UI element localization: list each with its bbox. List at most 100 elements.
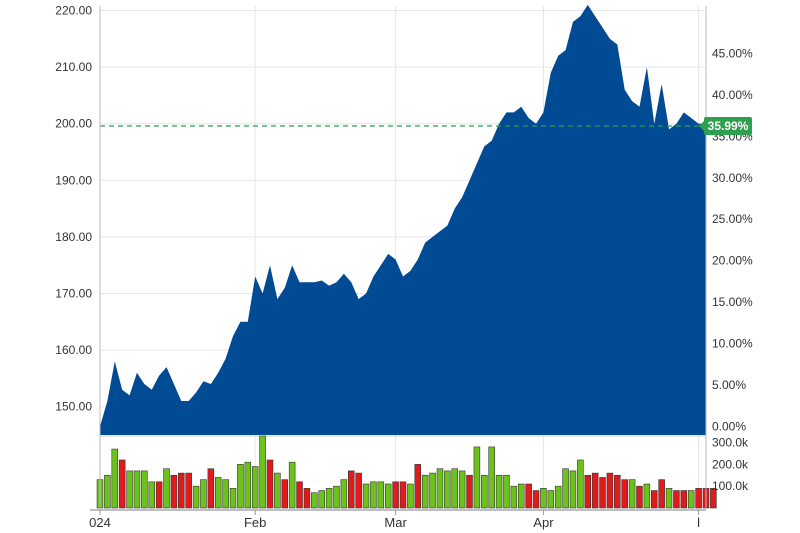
volume-bar (584, 474, 592, 509)
volume-bar (266, 459, 274, 509)
volume-bar (111, 448, 119, 509)
volume-bar (628, 479, 636, 509)
return-tick-label: 15.00% (712, 295, 753, 309)
volume-bar (421, 474, 429, 509)
volume-bar (599, 477, 606, 509)
return-tick-label: 5.00% (712, 378, 746, 392)
volume-bar (562, 468, 569, 509)
volume-bar (126, 470, 133, 509)
volume-bar (384, 483, 392, 509)
volume-bar (148, 481, 155, 509)
volume-bar (251, 466, 259, 509)
volume-bar (222, 479, 229, 509)
volume-bar (436, 468, 444, 509)
volume-bar (178, 472, 185, 509)
volume-bar (311, 492, 318, 509)
volume-bar (591, 472, 599, 509)
return-tick-label: 0.00% (712, 420, 746, 434)
volume-bar (695, 488, 702, 509)
volume-bar (362, 483, 370, 509)
volume-bar (104, 474, 111, 509)
volume-bar (214, 477, 222, 509)
volume-bar (163, 468, 170, 509)
price-tick-label: 220.00 (55, 4, 92, 18)
volume-bar (170, 474, 178, 509)
volume-bar (370, 481, 377, 509)
volume-bar (710, 488, 717, 509)
volume-bar (495, 474, 503, 509)
volume-bar (392, 481, 399, 509)
volume-bar (229, 488, 237, 509)
volume-tick-labels: 100.0k 200.0k 300.0k (712, 436, 749, 494)
volume-bar (281, 479, 289, 509)
volume-bar (200, 479, 207, 509)
volume-bar (466, 474, 473, 509)
price-tick-label: 210.00 (55, 60, 92, 74)
x-tick-label: Mar (384, 515, 407, 530)
volume-bar (259, 435, 266, 509)
volume-bar (569, 470, 577, 509)
volume-bar (377, 481, 385, 509)
axes (90, 6, 707, 511)
volume-bar (554, 485, 562, 509)
volume-bar (687, 490, 695, 509)
volume-bar (614, 474, 621, 509)
volume-bar (155, 481, 163, 509)
volume-bar (133, 470, 141, 509)
volume-bar (207, 468, 215, 509)
volume-bar (414, 464, 422, 509)
left-tick-labels: 150.00 160.00 170.00 180.00 190.00 200.00 210.… (55, 4, 92, 414)
volume-bar (340, 479, 348, 509)
reference-badge-pointer (699, 120, 704, 131)
volume-bar (532, 490, 540, 509)
volume-bar (288, 461, 296, 509)
volume-bar (303, 488, 311, 509)
x-tick-label: Feb (244, 515, 266, 530)
price-tick-label: 160.00 (55, 343, 92, 357)
volume-bar (325, 488, 333, 509)
volume-bar (429, 472, 436, 509)
volume-tick-label: 300.0k (712, 436, 749, 450)
right-tick-labels: 0.00% 5.00% 10.00% 15.00% 20.00% 25.00% 30.00%… (712, 46, 753, 433)
volume-bar (547, 490, 555, 509)
volume-bar (141, 470, 148, 509)
volume-bar (192, 485, 200, 509)
volume-bar (458, 470, 466, 509)
price-tick-label: 180.00 (55, 230, 92, 244)
volume-bars (96, 435, 717, 509)
volume-bar (481, 474, 488, 509)
volume-bar (577, 459, 584, 509)
return-tick-label: 25.00% (712, 212, 753, 226)
volume-tick-label: 100.0k (712, 479, 749, 493)
reference-badge-label: 35.99% (708, 119, 749, 133)
price-tick-label: 150.00 (55, 400, 92, 414)
price-tick-label: 190.00 (55, 173, 92, 187)
return-tick-label: 45.00% (712, 46, 753, 60)
volume-bar (488, 446, 495, 509)
volume-bar (636, 485, 643, 509)
volume-bar (237, 464, 244, 509)
x-tick-label: 024 (89, 515, 111, 530)
volume-bar (525, 483, 532, 509)
volume-bar (510, 485, 518, 509)
x-tick-labels: 024 Feb Mar Apr l (89, 510, 700, 530)
reference-badge: 35.99% (699, 116, 752, 135)
return-tick-label: 20.00% (712, 254, 753, 268)
volume-bar (333, 485, 340, 509)
return-tick-label: 30.00% (712, 171, 753, 185)
volume-bar (296, 481, 303, 509)
volume-bar (658, 479, 665, 509)
volume-bar (348, 470, 355, 509)
price-tick-label: 170.00 (55, 287, 92, 301)
volume-bar (318, 490, 325, 509)
volume-bar (680, 490, 688, 509)
volume-bar (451, 468, 458, 509)
volume-bar (185, 472, 192, 509)
volume-bar (540, 488, 547, 509)
volume-bar (665, 488, 673, 509)
volume-bar (274, 472, 281, 509)
return-tick-label: 10.00% (712, 337, 753, 351)
volume-bar (606, 472, 614, 509)
volume-bar (673, 490, 680, 509)
volume-bar (651, 490, 658, 509)
